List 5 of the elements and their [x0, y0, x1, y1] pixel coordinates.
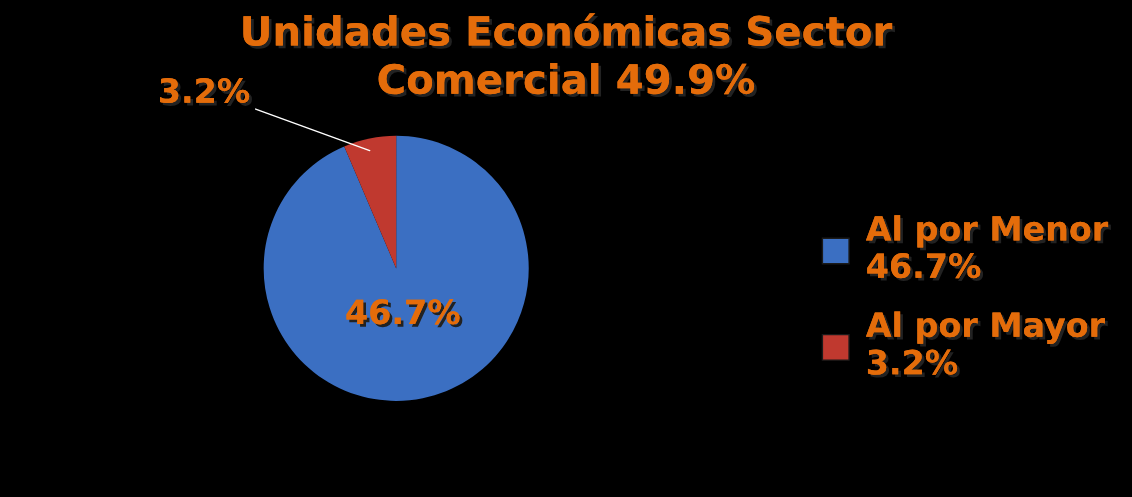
pie-slice: [263, 135, 529, 401]
legend-label: Al por Mayor 3.2%: [865, 311, 1108, 378]
pie-slice: [344, 135, 397, 269]
data-label: 46.7%: [346, 299, 463, 328]
legend-label: Al por Menor 46.7%: [865, 215, 1111, 282]
